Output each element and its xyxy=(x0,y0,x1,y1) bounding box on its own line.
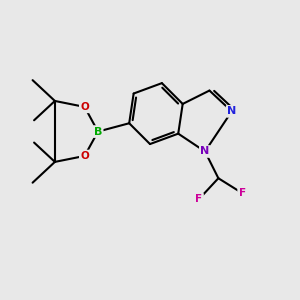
Text: O: O xyxy=(80,102,89,112)
Text: F: F xyxy=(238,188,246,198)
Text: F: F xyxy=(196,194,202,204)
Text: B: B xyxy=(94,127,102,136)
Text: O: O xyxy=(80,151,89,161)
Text: N: N xyxy=(227,106,236,116)
Text: N: N xyxy=(200,146,210,157)
